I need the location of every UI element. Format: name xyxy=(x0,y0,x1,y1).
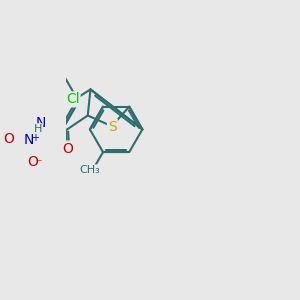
Text: O: O xyxy=(27,154,38,169)
Text: CH₃: CH₃ xyxy=(80,165,101,175)
Text: O: O xyxy=(62,142,73,155)
Text: +: + xyxy=(31,133,39,143)
Text: O: O xyxy=(3,132,14,146)
Text: N: N xyxy=(36,116,46,130)
Text: ⁻: ⁻ xyxy=(36,158,42,171)
Text: H: H xyxy=(34,124,43,134)
Text: Cl: Cl xyxy=(66,92,80,106)
Text: S: S xyxy=(108,120,117,134)
Text: N: N xyxy=(24,133,34,147)
